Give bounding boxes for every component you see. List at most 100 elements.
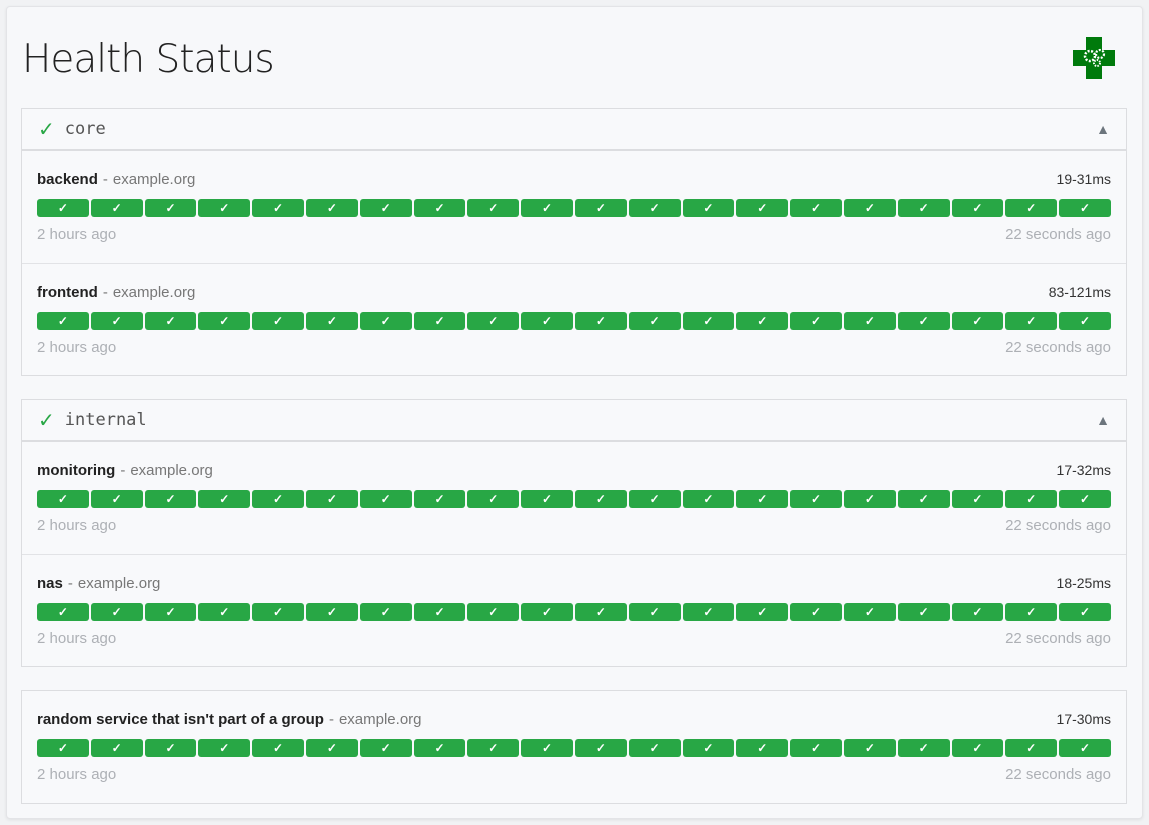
result-bar-success[interactable]: ✓ (90, 490, 143, 508)
result-bar-success[interactable]: ✓ (305, 603, 358, 621)
result-bar-success[interactable]: ✓ (37, 490, 89, 508)
result-bar-success[interactable]: ✓ (144, 490, 197, 508)
result-bar-success[interactable]: ✓ (305, 739, 358, 757)
result-bar-success[interactable]: ✓ (413, 490, 466, 508)
result-bar-success[interactable]: ✓ (628, 312, 681, 330)
result-bar-success[interactable]: ✓ (790, 490, 842, 508)
result-bar-success[interactable]: ✓ (467, 603, 520, 621)
result-bar-success[interactable]: ✓ (682, 603, 735, 621)
result-bar-success[interactable]: ✓ (843, 739, 896, 757)
result-bar-success[interactable]: ✓ (1005, 199, 1058, 217)
result-bar-success[interactable]: ✓ (951, 199, 1004, 217)
result-bar-success[interactable]: ✓ (682, 312, 735, 330)
service-name[interactable]: nas (37, 575, 63, 592)
result-bar-success[interactable]: ✓ (790, 603, 842, 621)
result-bar-success[interactable]: ✓ (90, 603, 143, 621)
result-bar-success[interactable]: ✓ (37, 199, 89, 217)
collapse-toggle-icon[interactable]: ▲ (1096, 412, 1110, 428)
result-bar-success[interactable]: ✓ (736, 199, 789, 217)
result-bar-success[interactable]: ✓ (413, 739, 466, 757)
result-bar-success[interactable]: ✓ (198, 603, 251, 621)
result-bar-success[interactable]: ✓ (252, 199, 304, 217)
service-name[interactable]: backend (37, 171, 98, 188)
result-bar-success[interactable]: ✓ (413, 199, 466, 217)
result-bar-success[interactable]: ✓ (574, 312, 627, 330)
result-bar-success[interactable]: ✓ (359, 312, 412, 330)
result-bar-success[interactable]: ✓ (897, 490, 950, 508)
result-bar-success[interactable]: ✓ (198, 312, 251, 330)
result-bar-success[interactable]: ✓ (628, 603, 681, 621)
result-bar-success[interactable]: ✓ (951, 312, 1004, 330)
result-bar-success[interactable]: ✓ (413, 603, 466, 621)
result-bar-success[interactable]: ✓ (359, 490, 412, 508)
result-bar-success[interactable]: ✓ (198, 739, 251, 757)
result-bar-success[interactable]: ✓ (682, 199, 735, 217)
result-bar-success[interactable]: ✓ (951, 739, 1004, 757)
result-bar-success[interactable]: ✓ (1059, 603, 1111, 621)
result-bar-success[interactable]: ✓ (252, 312, 304, 330)
result-bar-success[interactable]: ✓ (359, 199, 412, 217)
result-bar-success[interactable]: ✓ (37, 603, 89, 621)
result-bar-success[interactable]: ✓ (736, 739, 789, 757)
result-bar-success[interactable]: ✓ (790, 199, 842, 217)
result-bar-success[interactable]: ✓ (736, 603, 789, 621)
result-bar-success[interactable]: ✓ (736, 490, 789, 508)
result-bar-success[interactable]: ✓ (897, 603, 950, 621)
result-bar-success[interactable]: ✓ (413, 312, 466, 330)
result-bar-success[interactable]: ✓ (682, 739, 735, 757)
result-bar-success[interactable]: ✓ (574, 603, 627, 621)
result-bar-success[interactable]: ✓ (252, 739, 304, 757)
result-bar-success[interactable]: ✓ (1059, 312, 1111, 330)
result-bar-success[interactable]: ✓ (144, 603, 197, 621)
group-header[interactable]: ✓ internal ▲ (22, 400, 1126, 442)
result-bar-success[interactable]: ✓ (90, 312, 143, 330)
result-bar-success[interactable]: ✓ (144, 739, 197, 757)
service-name[interactable]: frontend (37, 284, 98, 301)
result-bar-success[interactable]: ✓ (790, 312, 842, 330)
result-bar-success[interactable]: ✓ (521, 603, 573, 621)
result-bar-success[interactable]: ✓ (1005, 312, 1058, 330)
result-bar-success[interactable]: ✓ (951, 603, 1004, 621)
service-name[interactable]: random service that isn't part of a grou… (37, 711, 324, 728)
result-bar-success[interactable]: ✓ (467, 199, 520, 217)
result-bar-success[interactable]: ✓ (843, 312, 896, 330)
result-bar-success[interactable]: ✓ (521, 199, 573, 217)
result-bar-success[interactable]: ✓ (574, 739, 627, 757)
result-bar-success[interactable]: ✓ (951, 490, 1004, 508)
result-bar-success[interactable]: ✓ (897, 312, 950, 330)
result-bar-success[interactable]: ✓ (305, 199, 358, 217)
result-bar-success[interactable]: ✓ (843, 603, 896, 621)
collapse-toggle-icon[interactable]: ▲ (1096, 121, 1110, 137)
result-bar-success[interactable]: ✓ (305, 312, 358, 330)
result-bar-success[interactable]: ✓ (467, 739, 520, 757)
result-bar-success[interactable]: ✓ (198, 490, 251, 508)
result-bar-success[interactable]: ✓ (736, 312, 789, 330)
result-bar-success[interactable]: ✓ (628, 199, 681, 217)
result-bar-success[interactable]: ✓ (37, 312, 89, 330)
result-bar-success[interactable]: ✓ (90, 199, 143, 217)
result-bar-success[interactable]: ✓ (1059, 490, 1111, 508)
result-bar-success[interactable]: ✓ (305, 490, 358, 508)
result-bar-success[interactable]: ✓ (843, 199, 896, 217)
result-bar-success[interactable]: ✓ (144, 199, 197, 217)
result-bar-success[interactable]: ✓ (843, 490, 896, 508)
result-bar-success[interactable]: ✓ (252, 603, 304, 621)
result-bar-success[interactable]: ✓ (574, 199, 627, 217)
result-bar-success[interactable]: ✓ (682, 490, 735, 508)
result-bar-success[interactable]: ✓ (897, 199, 950, 217)
result-bar-success[interactable]: ✓ (1005, 739, 1058, 757)
service-name[interactable]: monitoring (37, 462, 116, 479)
result-bar-success[interactable]: ✓ (90, 739, 143, 757)
result-bar-success[interactable]: ✓ (467, 312, 520, 330)
result-bar-success[interactable]: ✓ (1059, 199, 1111, 217)
result-bar-success[interactable]: ✓ (144, 312, 197, 330)
result-bar-success[interactable]: ✓ (574, 490, 627, 508)
result-bar-success[interactable]: ✓ (897, 739, 950, 757)
result-bar-success[interactable]: ✓ (790, 739, 842, 757)
result-bar-success[interactable]: ✓ (467, 490, 520, 508)
result-bar-success[interactable]: ✓ (359, 739, 412, 757)
result-bar-success[interactable]: ✓ (628, 490, 681, 508)
result-bar-success[interactable]: ✓ (37, 739, 89, 757)
result-bar-success[interactable]: ✓ (521, 739, 573, 757)
result-bar-success[interactable]: ✓ (1005, 490, 1058, 508)
